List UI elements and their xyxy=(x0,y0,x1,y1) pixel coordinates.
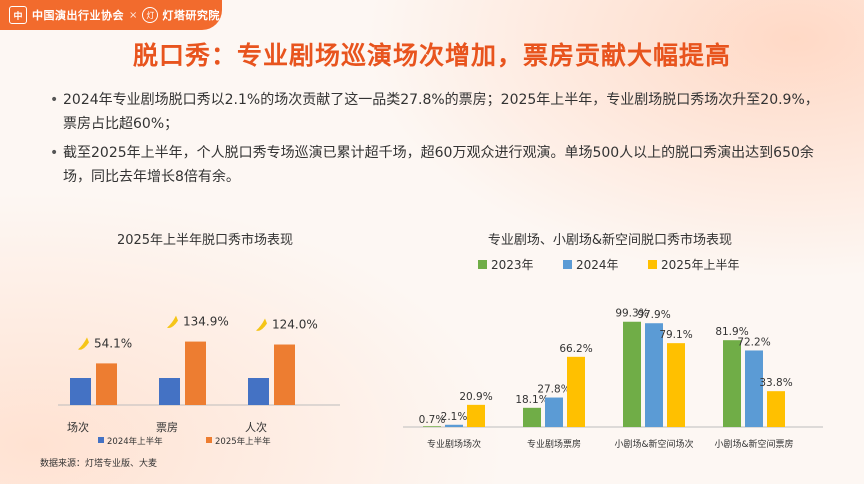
chart2-value-label: 72.2% xyxy=(737,336,770,348)
partner-name: 灯塔研究院 xyxy=(162,9,220,22)
chart2-bar xyxy=(767,391,785,427)
data-source-note: 数据来源：灯塔专业版、大麦 xyxy=(40,459,158,469)
chart1-bar xyxy=(274,344,295,405)
chart2-bar xyxy=(645,323,663,427)
chart1-category-label: 人次 xyxy=(245,420,267,434)
header-logo-bar: 中 中国演出行业协会 × 灯 灯塔研究院 xyxy=(0,0,222,30)
slide-title: 脱口秀：专业剧场巡演场次增加，票房贡献大幅提高 xyxy=(132,41,731,70)
chart2-bar xyxy=(567,356,585,427)
chart2-value-label: 99.3% xyxy=(615,308,648,320)
chart2-value-label: 97.9% xyxy=(637,309,670,321)
chart2-legend-label: 2023年 xyxy=(491,258,534,272)
chart2-legend-label: 2024年 xyxy=(576,258,619,272)
chart2-bar xyxy=(445,424,463,427)
chart2-value-label: 2.1% xyxy=(441,411,468,423)
chart2-venue-comparison: 2023年 2024年 2025年上半年 0.7%2.1% 20.9% 专业剧场场次 18.… xyxy=(403,258,823,450)
chart2-bar xyxy=(467,404,485,427)
chart2-bar xyxy=(723,340,741,427)
chart2-legend-swatch xyxy=(563,260,572,269)
chart1-bar xyxy=(159,378,180,405)
association-name: 中国演出行业协会 xyxy=(32,9,124,22)
chart2-legend-label: 2025年上半年 xyxy=(661,258,740,272)
chart1-growth-arrow xyxy=(78,337,89,350)
chart2-value-label: 33.8% xyxy=(759,377,792,389)
lighthouse-logo-icon: 灯 xyxy=(142,7,159,23)
chart2-bar xyxy=(745,350,763,427)
logo-separator: × xyxy=(129,9,138,21)
bullet-list: 2024年专业剧场脱口秀以2.1%的场次贡献了这一品类27.8%的票房；2025… xyxy=(50,88,820,194)
bullet-item: 2024年专业剧场脱口秀以2.1%的场次贡献了这一品类27.8%的票房；2025… xyxy=(50,88,820,136)
chart2-category-label: 小剧场&新空间票房 xyxy=(714,438,793,450)
chart2-legend-swatch xyxy=(478,260,487,269)
chart1-legend-label: 2024年上半年 xyxy=(107,436,163,447)
chart1-growth-arrow xyxy=(167,315,178,328)
chart1-bar xyxy=(96,363,117,405)
chart2-category-label: 小剧场&新空间场次 xyxy=(614,438,693,450)
chart2-value-label: 81.9% xyxy=(715,326,748,338)
chart1-legend-swatch xyxy=(206,437,212,443)
chart2-value-label: 79.1% xyxy=(659,329,692,341)
chart1-growth-label: 134.9% xyxy=(183,315,229,329)
chart1-category-label: 场次 xyxy=(67,420,89,434)
chart1-growth-label: 54.1% xyxy=(94,336,132,350)
chart2-value-label: 18.1% xyxy=(515,394,548,406)
chart2-bar xyxy=(667,343,685,427)
chart1-title: 2025年上半年脱口秀市场表现 xyxy=(116,233,294,248)
chart2-legend-swatch xyxy=(648,260,657,269)
chart1-bar xyxy=(185,341,206,405)
bullet-item: 截至2025年上半年，个人脱口秀专场巡演已累计超千场，超60万观众进行观演。单场… xyxy=(50,141,820,189)
chart2-bar xyxy=(623,321,641,427)
chart2-bar xyxy=(545,397,563,427)
chart2-bar xyxy=(523,407,541,427)
chart1-bar xyxy=(248,378,269,405)
chart1-market-performance: 54.1% 场次 134.9% 票房 124.0% 人次 2024年上半年 2025年上半年 xyxy=(58,315,340,447)
chart2-value-label: 0.7% xyxy=(419,414,446,426)
chart2-value-label: 20.9% xyxy=(459,391,492,403)
chart1-growth-arrow xyxy=(256,318,267,331)
chart1-legend-label: 2025年上半年 xyxy=(215,436,271,447)
chart2-title: 专业剧场、小剧场&新空间脱口秀市场表现 xyxy=(487,233,733,248)
chart2-value-label: 66.2% xyxy=(559,343,592,355)
chart1-bar xyxy=(70,378,91,405)
chart1-category-label: 票房 xyxy=(156,421,178,434)
chart2-category-label: 专业剧场场次 xyxy=(427,438,481,450)
chart1-legend-swatch xyxy=(98,437,104,443)
chart2-bar xyxy=(423,426,441,427)
chart1-growth-label: 124.0% xyxy=(272,318,318,332)
association-logo-icon: 中 xyxy=(9,6,27,24)
chart2-value-label: 27.8% xyxy=(537,384,570,396)
chart2-category-label: 专业剧场票房 xyxy=(527,438,581,450)
